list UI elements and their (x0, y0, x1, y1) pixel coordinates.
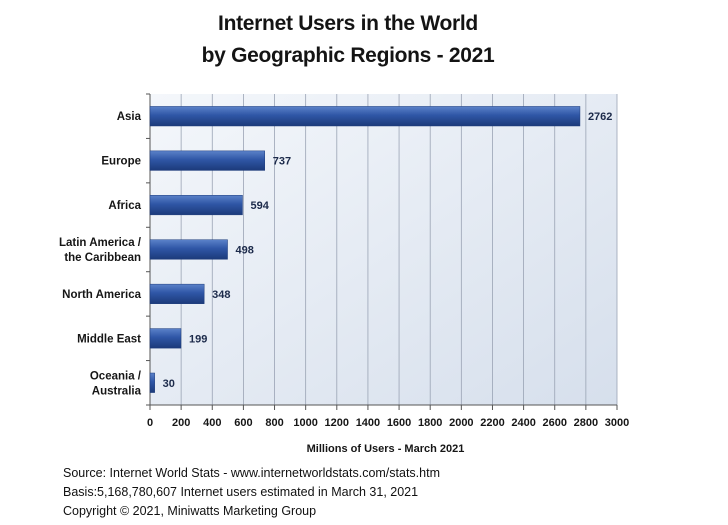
tick-label: 2200 (480, 417, 504, 429)
basis-note: Basis:5,168,780,607 Internet users estim… (63, 485, 419, 499)
tick-label: 1600 (387, 417, 411, 429)
bar (149, 150, 265, 171)
tick-label: 2400 (511, 417, 535, 429)
tick-label: 600 (234, 417, 252, 429)
copyright-note: Copyright © 2021, Miniwatts Marketing Gr… (63, 504, 317, 518)
category-label: Africa (108, 200, 141, 212)
category-label: Latin America / the Caribbean (59, 237, 142, 264)
value-label: 498 (236, 245, 254, 257)
tick-label: 1800 (418, 417, 442, 429)
value-label: 737 (273, 156, 291, 168)
tick-label: 2000 (449, 417, 473, 429)
tick-label: 2600 (542, 417, 566, 429)
x-axis-ticks: 0 200 400 600 800 1000 1200 1400 1600 1800 2000 220… (147, 405, 629, 429)
tick-label: 1200 (325, 417, 349, 429)
bar (149, 328, 182, 349)
bar (149, 106, 581, 127)
category-label: Asia (117, 111, 142, 123)
bar (149, 372, 155, 393)
category-labels: Asia Europe Africa Latin America / the Carib… (59, 111, 142, 397)
bar (149, 195, 243, 216)
x-axis-label: Millions of Users - March 2021 (307, 443, 465, 455)
tick-label: 1400 (356, 417, 380, 429)
tick-label: 1000 (293, 417, 317, 429)
bar (149, 283, 205, 304)
category-label: Oceania / Australia (90, 370, 142, 397)
bar (149, 239, 228, 260)
tick-label: 0 (147, 417, 153, 429)
value-label: 594 (250, 200, 269, 212)
tick-label: 200 (172, 417, 190, 429)
tick-label: 2800 (574, 417, 598, 429)
tick-label: 800 (265, 417, 283, 429)
tick-label: 400 (203, 417, 221, 429)
value-labels: 2762 737 594 498 348 199 30 (163, 111, 613, 390)
category-label: Middle East (77, 333, 141, 345)
tick-label: 3000 (605, 417, 629, 429)
category-label: Europe (101, 156, 141, 168)
plot-area (150, 94, 617, 405)
chart-subtitle: by Geographic Regions - 2021 (201, 44, 495, 67)
bars (149, 106, 581, 393)
category-label: North America (62, 289, 141, 301)
chart-title: Internet Users in the World (218, 12, 478, 35)
value-label: 199 (189, 333, 207, 345)
value-label: 348 (212, 289, 230, 301)
value-label: 30 (163, 378, 175, 390)
value-label: 2762 (588, 111, 612, 123)
source-note: Source: Internet World Stats - www.inter… (63, 466, 440, 480)
